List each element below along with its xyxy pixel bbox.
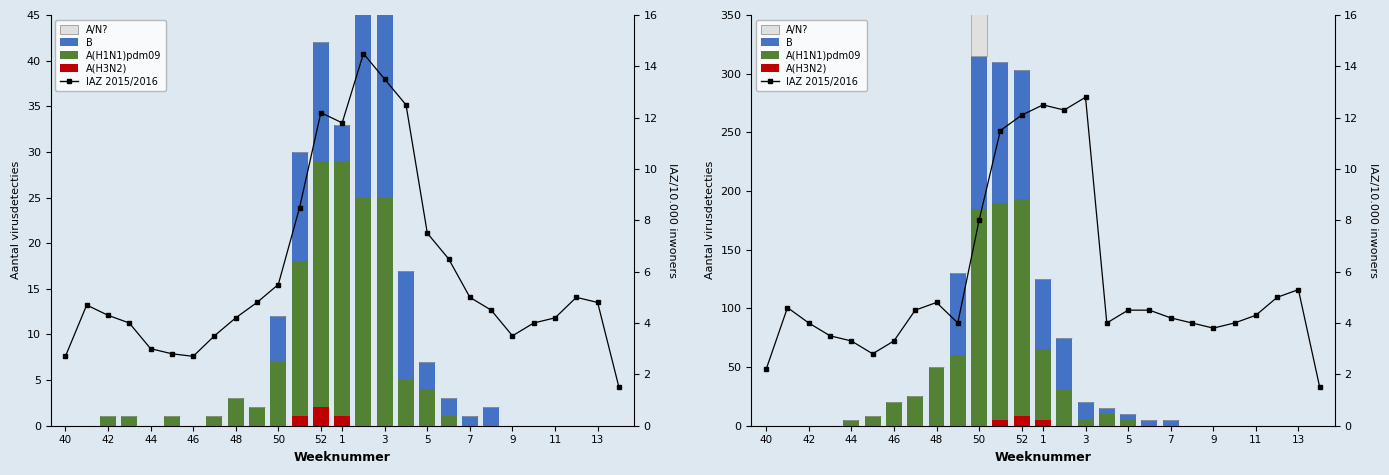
Bar: [1056, 390, 1072, 426]
Bar: [335, 417, 350, 426]
Bar: [950, 355, 965, 426]
Bar: [419, 389, 435, 426]
Bar: [1120, 414, 1136, 420]
Y-axis label: Aantal virusdetecties: Aantal virusdetecties: [11, 161, 21, 279]
Bar: [440, 417, 457, 426]
Bar: [971, 209, 988, 426]
Bar: [100, 417, 115, 426]
Legend: A/N?, B, A(H1N1)pdm09, A(H3N2), IAZ 2015/2016: A/N?, B, A(H1N1)pdm09, A(H3N2), IAZ 2015…: [56, 20, 165, 91]
Bar: [950, 273, 965, 355]
Bar: [399, 271, 414, 380]
Bar: [228, 398, 243, 426]
Bar: [1014, 70, 1029, 199]
Bar: [207, 417, 222, 426]
Bar: [483, 408, 499, 426]
Bar: [1014, 416, 1029, 426]
Bar: [335, 124, 350, 161]
Bar: [335, 161, 350, 417]
Bar: [463, 417, 478, 426]
Bar: [1035, 279, 1051, 350]
Bar: [1120, 420, 1136, 426]
Bar: [292, 261, 307, 417]
Bar: [928, 367, 945, 426]
Bar: [992, 62, 1008, 203]
Bar: [1142, 420, 1157, 426]
Bar: [1163, 420, 1179, 426]
Bar: [376, 0, 393, 198]
Bar: [121, 417, 138, 426]
Bar: [313, 42, 329, 161]
Bar: [376, 198, 393, 426]
Legend: A/N?, B, A(H1N1)pdm09, A(H3N2), IAZ 2015/2016: A/N?, B, A(H1N1)pdm09, A(H3N2), IAZ 2015…: [756, 20, 867, 91]
Y-axis label: IAZ/10.000 inwoners: IAZ/10.000 inwoners: [667, 163, 676, 278]
Bar: [992, 203, 1008, 420]
Bar: [1078, 420, 1093, 426]
Bar: [271, 316, 286, 362]
Bar: [292, 417, 307, 426]
Bar: [992, 420, 1008, 426]
Bar: [249, 408, 265, 426]
Bar: [292, 152, 307, 261]
Bar: [843, 420, 860, 426]
Bar: [356, 198, 371, 426]
Bar: [1014, 199, 1029, 416]
Bar: [971, 56, 988, 209]
Bar: [1099, 414, 1115, 426]
X-axis label: Weeknummer: Weeknummer: [995, 451, 1092, 464]
Bar: [419, 362, 435, 389]
Bar: [271, 362, 286, 426]
Bar: [971, 0, 988, 56]
Bar: [440, 398, 457, 417]
Bar: [1056, 338, 1072, 390]
Bar: [1099, 408, 1115, 414]
Bar: [313, 161, 329, 408]
Y-axis label: IAZ/10.000 inwoners: IAZ/10.000 inwoners: [1368, 163, 1378, 278]
Bar: [1078, 402, 1093, 420]
Bar: [886, 402, 901, 426]
Y-axis label: Aantal virusdetecties: Aantal virusdetecties: [704, 161, 715, 279]
Bar: [164, 417, 179, 426]
Bar: [1035, 350, 1051, 420]
Bar: [865, 416, 881, 426]
Bar: [356, 0, 371, 198]
X-axis label: Weeknummer: Weeknummer: [293, 451, 390, 464]
Bar: [907, 396, 924, 426]
Bar: [399, 380, 414, 426]
Bar: [313, 408, 329, 426]
Bar: [1035, 420, 1051, 426]
